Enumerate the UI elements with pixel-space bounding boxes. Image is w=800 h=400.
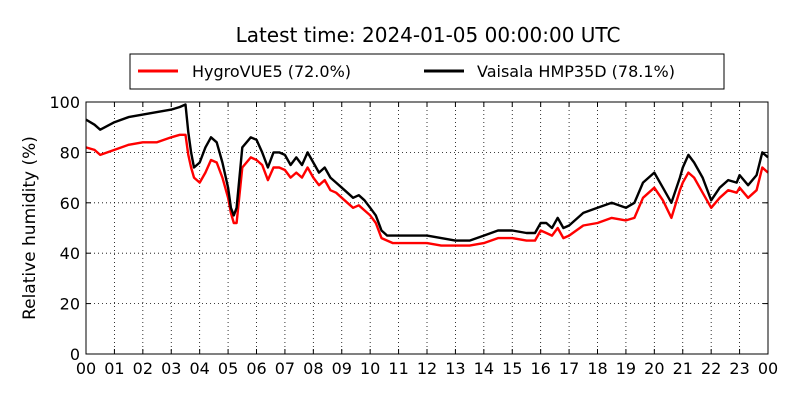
x-tick-label: 12 [417, 359, 437, 378]
x-tick-label: 05 [218, 359, 238, 378]
x-tick-label: 09 [332, 359, 352, 378]
x-tick-label: 14 [474, 359, 494, 378]
y-tick-label: 60 [60, 194, 80, 213]
y-tick-label: 100 [49, 93, 80, 112]
x-tick-labels: 00 01 02 03 04 05 06 07 08 09 10 11 12 13 14 15 16 17 18 19… [76, 359, 778, 378]
chart-title: Latest time: 2024-01-05 00:00:00 UTC [236, 23, 621, 47]
series-layer [85, 103, 769, 247]
y-tick-label: 20 [60, 295, 80, 314]
grid [86, 102, 768, 354]
vaisala-series-line [85, 103, 769, 242]
y-tick-label: 80 [60, 143, 80, 162]
x-tick-label: 02 [133, 359, 153, 378]
x-tick-label: 04 [189, 359, 209, 378]
legend: HygroVUE5 (72.0%) Vaisala HMP35D (78.1%) [129, 53, 725, 90]
y-tick-label: 0 [70, 345, 80, 364]
x-tick-label: 11 [388, 359, 408, 378]
x-tick-label: 00 [758, 359, 778, 378]
ticks [85, 101, 769, 355]
legend-label-vaisala: Vaisala HMP35D (78.1%) [477, 62, 675, 81]
x-tick-label: 10 [360, 359, 380, 378]
x-tick-label: 16 [530, 359, 550, 378]
x-tick-label: 13 [445, 359, 465, 378]
x-tick-label: 20 [644, 359, 664, 378]
legend-label-hygrovue5: HygroVUE5 (72.0%) [192, 62, 351, 81]
x-tick-label: 01 [104, 359, 124, 378]
x-tick-label: 06 [246, 359, 266, 378]
y-tick-labels: 0 20 40 60 80 100 [49, 93, 80, 364]
hygrovue5-series-line [85, 133, 769, 247]
x-tick-label: 07 [275, 359, 295, 378]
y-axis-label: Relative humidity (%) [20, 136, 40, 320]
x-tick-label: 17 [559, 359, 579, 378]
x-tick-label: 21 [673, 359, 693, 378]
y-tick-label: 40 [60, 244, 80, 263]
x-tick-label: 00 [76, 359, 96, 378]
x-tick-label: 15 [502, 359, 522, 378]
x-tick-label: 03 [161, 359, 181, 378]
x-tick-label: 22 [701, 359, 721, 378]
x-tick-label: 19 [616, 359, 636, 378]
x-tick-label: 08 [303, 359, 323, 378]
x-tick-label: 23 [729, 359, 749, 378]
x-tick-label: 18 [587, 359, 607, 378]
